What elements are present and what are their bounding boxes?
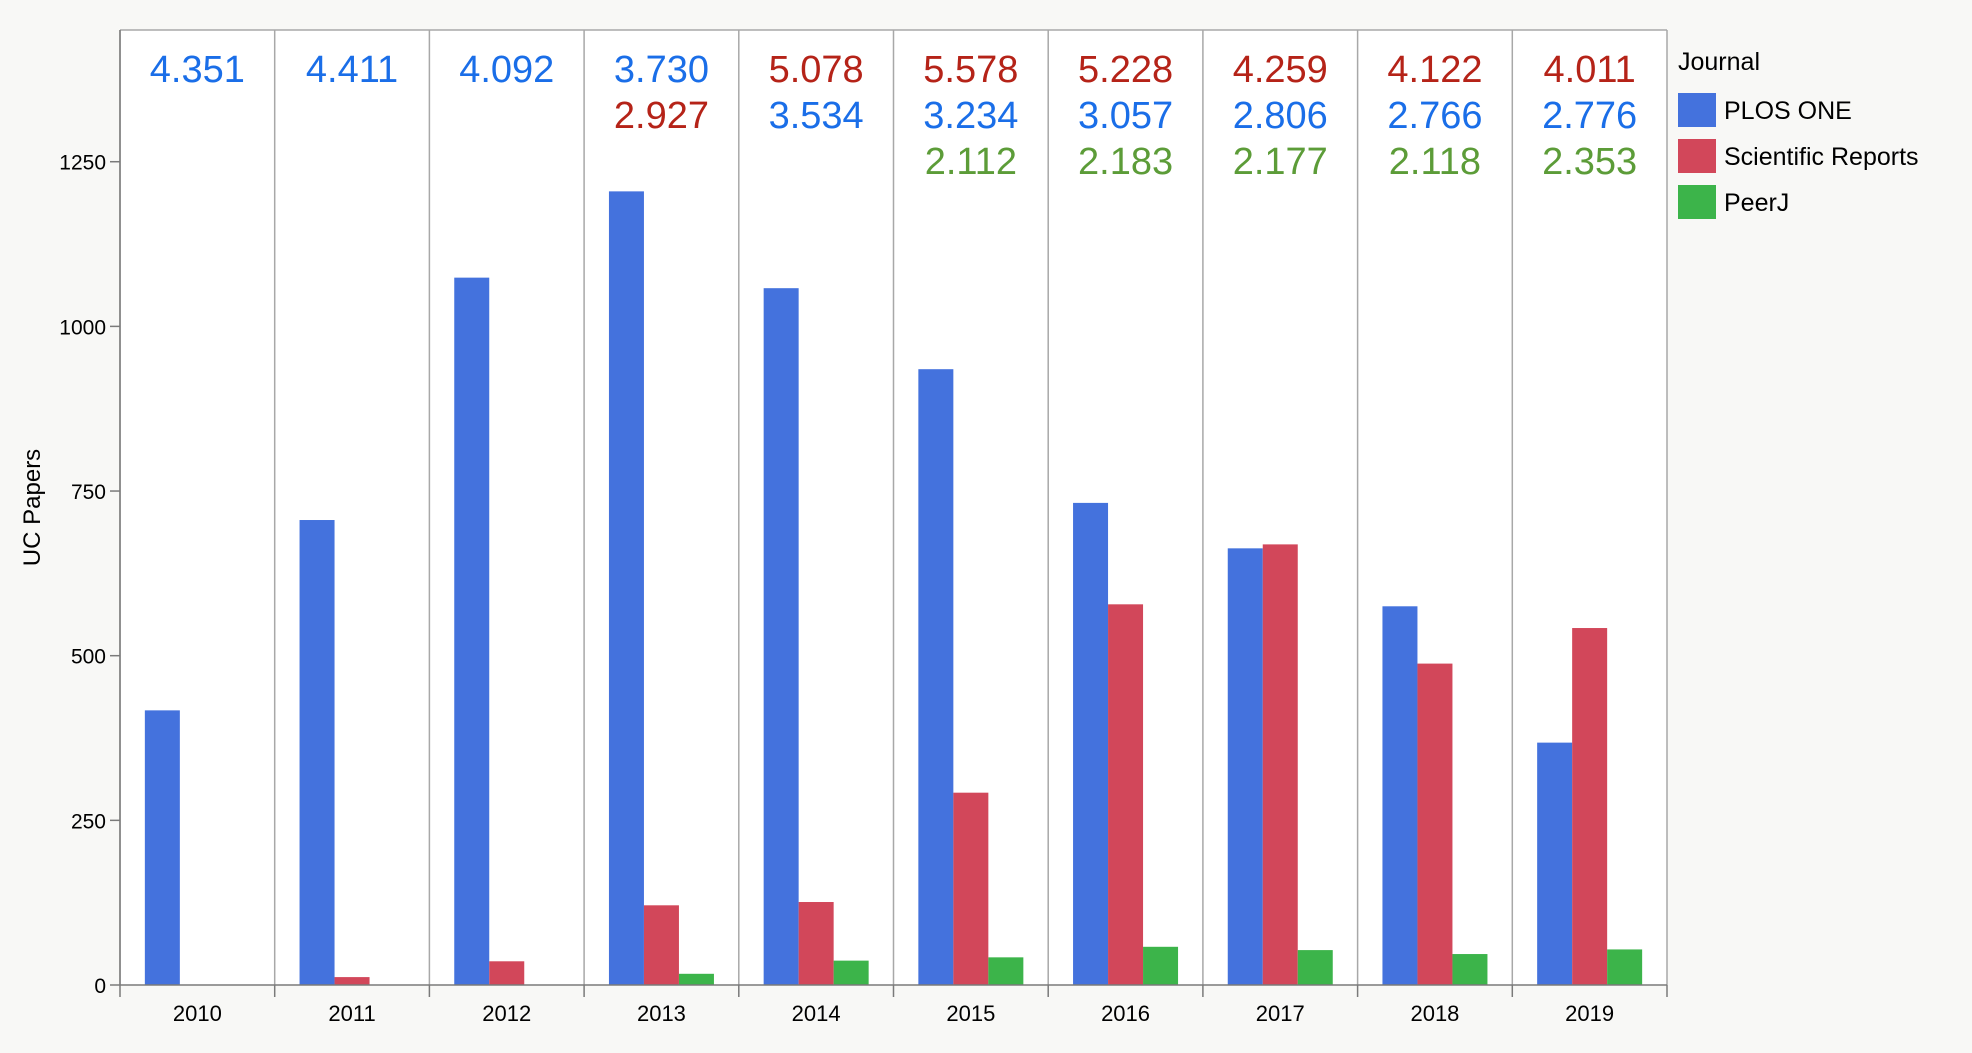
bar-scientific-reports-2018 xyxy=(1417,663,1453,985)
x-tick-label-2013: 2013 xyxy=(637,1001,686,1026)
bar-scientific-reports-2016 xyxy=(1108,604,1144,985)
y-tick-label: 750 xyxy=(71,481,106,504)
legend-label-scientific-reports: Scientific Reports xyxy=(1724,143,1919,171)
y-tick-label: 500 xyxy=(71,646,106,669)
annotation-2019-scientific-reports: 4.011 xyxy=(1544,49,1636,91)
legend: Journal PLOS ONE Scientific Reports PeerJ xyxy=(1678,48,1919,219)
x-tick-label-2016: 2016 xyxy=(1101,1001,1150,1026)
y-axis-label: UC Papers xyxy=(19,449,46,566)
bars xyxy=(144,191,1643,986)
y-tick-label: 1250 xyxy=(59,152,106,175)
annotation-2017-plos-one: 2.806 xyxy=(1233,95,1328,137)
bar-scientific-reports-2011 xyxy=(334,977,370,985)
annotation-2016-scientific-reports: 5.228 xyxy=(1078,49,1173,91)
y-tick-label: 0 xyxy=(94,975,106,998)
annotation-2014-plos-one: 3.534 xyxy=(769,95,864,137)
bar-plos-one-2013 xyxy=(608,191,644,986)
bar-plos-one-2012 xyxy=(454,277,490,986)
bar-peerj-2019 xyxy=(1607,949,1643,985)
annotation-2014-scientific-reports: 5.078 xyxy=(769,49,864,91)
x-tick-label-2017: 2017 xyxy=(1256,1001,1305,1026)
bar-plos-one-2017 xyxy=(1227,548,1263,985)
bar-scientific-reports-2012 xyxy=(489,961,525,985)
bar-scientific-reports-2017 xyxy=(1262,544,1298,985)
legend-swatch-scientific-reports xyxy=(1678,139,1716,173)
bar-peerj-2014 xyxy=(833,960,869,985)
x-tick-label-2011: 2011 xyxy=(328,1001,375,1026)
y-axis: UC Papers 0 250 500 750 1000 1250 xyxy=(19,30,121,998)
annotation-2013-plos-one: 3.730 xyxy=(614,49,709,91)
legend-title: Journal xyxy=(1678,48,1760,76)
bar-scientific-reports-2015 xyxy=(953,792,989,985)
annotation-2019-peerj: 2.353 xyxy=(1542,141,1637,183)
annotation-2017-scientific-reports: 4.259 xyxy=(1233,49,1328,91)
bar-plos-one-2019 xyxy=(1537,742,1573,985)
x-tick-label-2015: 2015 xyxy=(946,1001,995,1026)
bar-peerj-2017 xyxy=(1297,950,1333,985)
bar-scientific-reports-2014 xyxy=(798,902,834,985)
annotation-2017-peerj: 2.177 xyxy=(1233,141,1328,183)
bar-peerj-2013 xyxy=(678,973,714,985)
x-tick-label-2019: 2019 xyxy=(1565,1001,1614,1026)
y-tick-label: 250 xyxy=(71,810,106,833)
legend-label-peerj: PeerJ xyxy=(1724,189,1789,217)
legend-label-plos-one: PLOS ONE xyxy=(1724,97,1852,125)
annotation-2015-plos-one: 3.234 xyxy=(923,95,1018,137)
bar-peerj-2018 xyxy=(1452,954,1488,985)
x-tick-label-2018: 2018 xyxy=(1410,1001,1459,1026)
bar-plos-one-2010 xyxy=(144,710,180,985)
annotation-2015-peerj: 2.112 xyxy=(925,141,1017,183)
annotation-2012-plos-one: 4.092 xyxy=(459,49,554,91)
annotation-2013-scientific-reports: 2.927 xyxy=(614,95,709,137)
bar-scientific-reports-2013 xyxy=(643,905,679,985)
annotation-2016-plos-one: 3.057 xyxy=(1078,95,1173,137)
annotation-2010-plos-one: 4.351 xyxy=(150,49,245,91)
x-tick-label-2012: 2012 xyxy=(482,1001,531,1026)
annotation-2016-peerj: 2.183 xyxy=(1078,141,1173,183)
annotation-2018-plos-one: 2.766 xyxy=(1387,95,1482,137)
annotation-2019-plos-one: 2.776 xyxy=(1542,95,1637,137)
x-tick-label-2014: 2014 xyxy=(792,1001,841,1026)
bar-plos-one-2016 xyxy=(1073,502,1109,985)
bar-peerj-2015 xyxy=(988,957,1024,985)
y-tick-label: 1000 xyxy=(59,316,106,339)
annotation-2011-plos-one: 4.411 xyxy=(306,49,398,91)
category-panels xyxy=(119,29,1668,985)
bar-scientific-reports-2019 xyxy=(1572,628,1608,985)
x-axis: 2010 2011 2012 2013 2014 2015 2016 2017 2018 2019 xyxy=(119,984,1668,1026)
legend-swatch-peerj xyxy=(1678,185,1716,219)
legend-swatch-plos-one xyxy=(1678,93,1716,127)
bar-plos-one-2018 xyxy=(1382,606,1418,985)
annotation-2015-scientific-reports: 5.578 xyxy=(923,49,1018,91)
bar-plos-one-2014 xyxy=(763,288,799,985)
x-tick-label-2010: 2010 xyxy=(173,1001,222,1026)
annotation-2018-scientific-reports: 4.122 xyxy=(1387,49,1482,91)
annotation-2018-peerj: 2.118 xyxy=(1389,141,1481,183)
bar-plos-one-2015 xyxy=(918,369,954,985)
bar-plos-one-2011 xyxy=(299,520,335,985)
bar-peerj-2016 xyxy=(1143,946,1179,985)
